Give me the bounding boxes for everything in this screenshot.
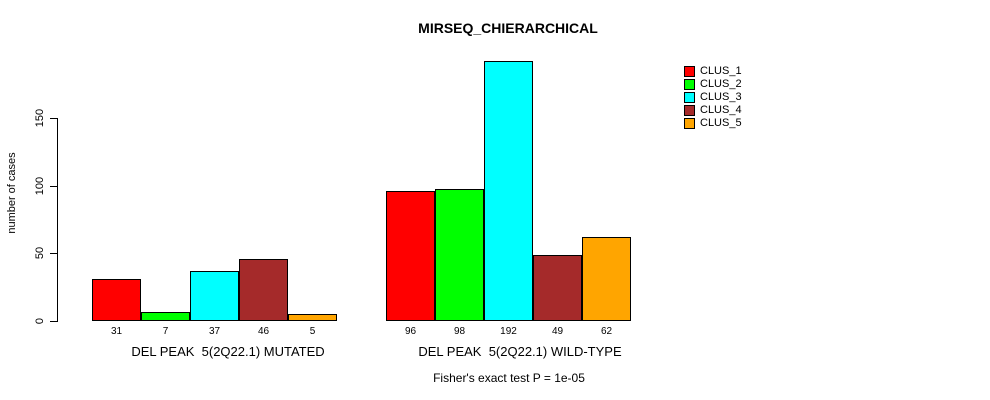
bar-clus_1 xyxy=(386,191,435,321)
bar-clus_3 xyxy=(484,61,533,321)
bar-value-label: 49 xyxy=(551,326,564,337)
bar-value-label: 37 xyxy=(208,326,221,337)
legend-item-label: CLUS_1 xyxy=(700,65,742,77)
legend-item-label: CLUS_4 xyxy=(700,104,742,116)
bar-value-label: 96 xyxy=(404,326,417,337)
bar-clus_2 xyxy=(141,311,190,321)
legend-item-label: CLUS_3 xyxy=(700,91,742,103)
y-axis-tick-label: 150 xyxy=(34,109,46,128)
legend-color-swatch xyxy=(684,66,695,77)
bar-clus_4 xyxy=(533,254,582,321)
legend-item-label: CLUS_5 xyxy=(700,117,742,129)
bar-value-label: 7 xyxy=(162,326,169,337)
bar-value-label: 46 xyxy=(257,326,270,337)
group-label-wildtype: DEL PEAK 5(2Q22.1) WILD-TYPE xyxy=(418,344,622,359)
chart-title: MIRSEQ_CHIERARCHICAL xyxy=(418,20,598,36)
y-axis-tick-label: 100 xyxy=(34,176,46,195)
bar-clus_4 xyxy=(239,258,288,321)
bar-clus_2 xyxy=(435,188,484,321)
legend-color-swatch xyxy=(684,92,695,103)
fisher-test-annotation: Fisher's exact test P = 1e-05 xyxy=(433,371,585,385)
y-axis-tick-label: 0 xyxy=(34,317,46,325)
legend-color-swatch xyxy=(684,118,695,129)
bar-value-label: 5 xyxy=(309,326,316,337)
bar-clus_1 xyxy=(92,279,141,321)
bar-clus_3 xyxy=(190,270,239,321)
legend-item-label: CLUS_2 xyxy=(700,78,742,90)
legend-color-swatch xyxy=(684,105,695,116)
legend-color-swatch xyxy=(684,79,695,90)
bar-clus_5 xyxy=(582,237,631,321)
bar-value-label: 31 xyxy=(110,326,123,337)
y-axis-line xyxy=(57,118,58,322)
y-axis-tick xyxy=(50,321,57,322)
y-axis-tick-label: 50 xyxy=(34,247,46,260)
y-axis-tick xyxy=(50,253,57,255)
y-axis-tick xyxy=(50,118,57,120)
bar-value-label: 98 xyxy=(453,326,466,337)
bar-value-label: 62 xyxy=(600,326,613,337)
group-label-mutated: DEL PEAK 5(2Q22.1) MUTATED xyxy=(131,344,325,359)
bar-clus_5 xyxy=(288,314,337,321)
y-axis-tick xyxy=(50,185,57,187)
bar-value-label: 192 xyxy=(500,326,517,337)
y-axis-label: number of cases xyxy=(6,152,18,234)
